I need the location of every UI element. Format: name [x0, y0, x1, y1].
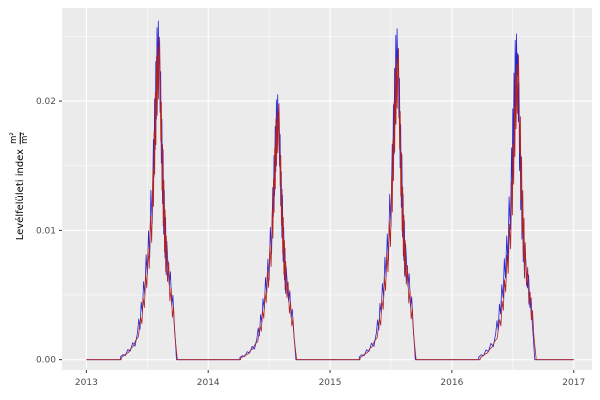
x-tick-label: 2013 [75, 378, 98, 388]
y-tick-label: 0.02 [36, 97, 56, 107]
x-tick-label: 2015 [319, 378, 342, 388]
x-tick-label: 2016 [440, 378, 463, 388]
y-tick-label: 0.01 [36, 226, 56, 236]
x-tick-label: 2014 [197, 378, 220, 388]
x-tick-label: 2017 [562, 378, 585, 388]
series-red-line [86, 36, 574, 361]
y-tick-label: 0.00 [36, 356, 56, 366]
